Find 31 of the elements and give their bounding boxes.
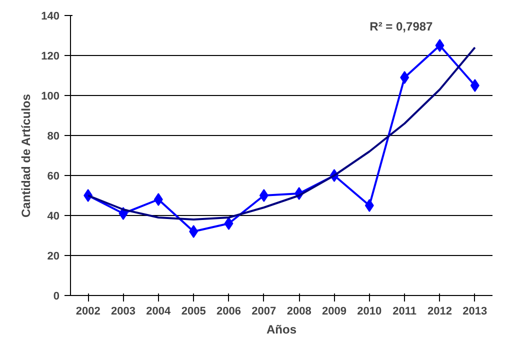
x-tick-label: 2008 <box>286 306 312 318</box>
x-tick-label: 2009 <box>322 306 346 318</box>
point <box>259 189 268 202</box>
point <box>470 79 480 92</box>
y-axis-title: Cantidad de Artículos <box>19 94 34 218</box>
point <box>154 193 163 206</box>
y-tick-label: 20 <box>47 250 60 262</box>
point <box>189 225 198 238</box>
y-tick-label: 40 <box>47 210 60 222</box>
x-tick-label: 2013 <box>462 306 488 318</box>
x-tick-label: 2005 <box>181 306 206 318</box>
x-tick-label: 2012 <box>428 306 452 318</box>
annotation: R² = 0,7987 <box>370 20 434 34</box>
y-tick-label: 80 <box>47 130 60 142</box>
x-tick-label: 2004 <box>146 306 172 318</box>
point <box>435 39 444 52</box>
x-tick-label: 2002 <box>76 306 100 318</box>
y-tick-label: 120 <box>41 50 60 62</box>
x-tick-label: 2011 <box>392 306 417 318</box>
x-tick-label: 2007 <box>252 306 276 318</box>
y-tick-label: 60 <box>47 170 60 182</box>
point <box>364 199 374 212</box>
point <box>400 71 410 84</box>
y-tick-label: 0 <box>53 290 60 302</box>
y-tick-label: 140 <box>41 10 60 22</box>
x-tick-label: 2006 <box>216 306 241 318</box>
x-tick-label: 2003 <box>111 306 136 318</box>
x-tick-label: 2010 <box>357 306 382 318</box>
y-tick-label: 100 <box>41 90 60 102</box>
x-axis-title: Años <box>266 322 297 336</box>
point <box>224 217 234 230</box>
